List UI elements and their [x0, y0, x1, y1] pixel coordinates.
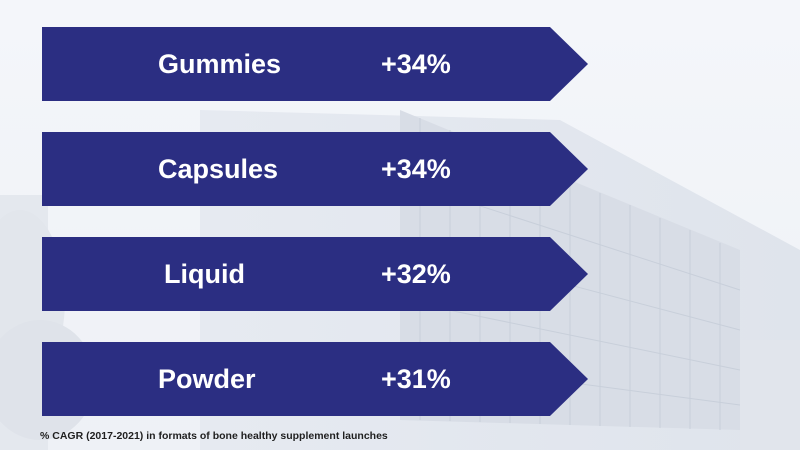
arrow-shape — [42, 342, 588, 416]
format-label: Capsules — [158, 154, 279, 184]
format-label: Liquid — [164, 259, 245, 289]
footnote: % CAGR (2017-2021) in formats of bone he… — [40, 430, 388, 442]
cagr-value: +34% — [381, 49, 451, 79]
cagr-value: +31% — [381, 364, 451, 394]
arrow-shape — [42, 132, 588, 206]
arrow-banner-gummies: Gummies +34% — [42, 27, 588, 101]
cagr-value: +32% — [381, 259, 451, 289]
cagr-value: +34% — [381, 154, 451, 184]
arrow-banner-powder: Powder +31% — [42, 342, 588, 416]
format-label: Powder — [158, 364, 256, 394]
arrow-banner-liquid: Liquid +32% — [42, 237, 588, 311]
arrow-shape — [42, 237, 588, 311]
arrow-banner-capsules: Capsules +34% — [42, 132, 588, 206]
format-label: Gummies — [158, 49, 282, 79]
arrow-shape — [42, 27, 588, 101]
